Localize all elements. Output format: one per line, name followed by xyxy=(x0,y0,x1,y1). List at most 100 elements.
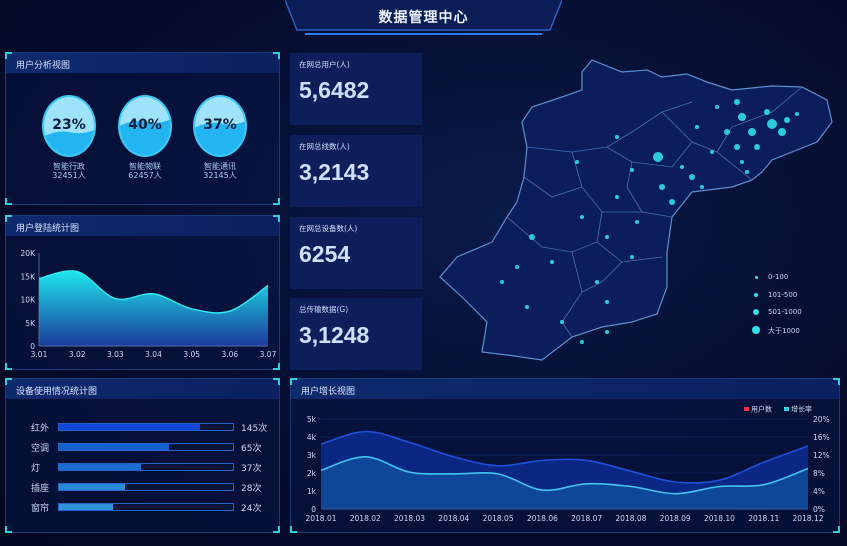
user-growth-chart: 0 0% 1k 4% 2k 8% 3k 12% 4k 16% 5k 20% 用户数 增长率 2018.01 2… xyxy=(305,405,830,524)
map-data-point[interactable] xyxy=(605,300,609,304)
stat-card: 在网总用户(人) 5,6482 xyxy=(290,53,422,125)
map-data-point[interactable] xyxy=(734,99,740,105)
map-legend: 0-100 101-500 501-1000 大于1000 xyxy=(752,273,802,343)
map-data-point[interactable] xyxy=(635,220,639,224)
user-count: 32451人 xyxy=(52,171,86,180)
usage-count: 28次 xyxy=(241,484,262,494)
stat-value: 5,6482 xyxy=(299,77,370,103)
map-data-point[interactable] xyxy=(734,144,740,150)
map-data-point[interactable] xyxy=(550,260,554,264)
dot-size-icon xyxy=(754,275,758,279)
legend-label[interactable]: 用户数 xyxy=(751,405,772,414)
legend-label: 大于1000 xyxy=(768,326,800,335)
map-data-point[interactable] xyxy=(575,160,579,164)
map-data-point[interactable] xyxy=(630,255,634,259)
x-tick-label: 3.06 xyxy=(221,350,238,359)
map-data-point[interactable] xyxy=(653,152,663,162)
region-border xyxy=(626,161,673,218)
legend-swatch xyxy=(744,407,749,411)
map-data-point[interactable] xyxy=(669,199,675,205)
map-data-point[interactable] xyxy=(724,129,730,135)
map-data-point[interactable] xyxy=(715,105,719,109)
map-data-point[interactable] xyxy=(595,280,599,284)
map-data-point[interactable] xyxy=(560,320,564,324)
region-border xyxy=(581,261,623,293)
region-border xyxy=(526,146,633,163)
login-area-chart: 0 5K 10K 15K 20K 3.01 3.02 3.03 3.04 3.05 3.06 3.07 xyxy=(21,249,277,359)
y-left-tick-label: 3k xyxy=(307,451,317,460)
legend-swatch xyxy=(784,407,789,411)
map-data-point[interactable] xyxy=(529,234,535,240)
y-left-tick-label: 0 xyxy=(311,505,316,514)
region-border xyxy=(661,111,753,181)
map-data-point[interactable] xyxy=(795,112,799,116)
dot-size-icon xyxy=(754,292,758,297)
map-data-point[interactable] xyxy=(615,195,619,199)
login-area xyxy=(39,270,268,346)
map-data-point[interactable] xyxy=(778,128,786,136)
map-data-point[interactable] xyxy=(580,215,584,219)
map-data-point[interactable] xyxy=(710,150,714,154)
region-map xyxy=(439,59,833,361)
bar-track xyxy=(58,503,234,511)
map-data-point[interactable] xyxy=(767,119,777,129)
map-data-point[interactable] xyxy=(630,168,634,172)
map-data-point[interactable] xyxy=(515,265,519,269)
user-analysis-panel: 用户分析视图 23% 智能行政 32451人 40% 智能物联 62457人 37% 智能通讯… xyxy=(5,52,280,205)
map-data-point[interactable] xyxy=(740,160,744,164)
x-tick-label: 2018.09 xyxy=(660,514,691,523)
stat-card: 总传输数据(G) 3,1248 xyxy=(290,298,422,370)
device-bar-row: 灯 37次 xyxy=(31,461,271,474)
device-bar-row: 空调 65次 xyxy=(31,441,271,454)
map-data-point[interactable] xyxy=(659,184,665,190)
x-tick-label: 2018.04 xyxy=(438,514,469,523)
y-tick-label: 15K xyxy=(21,272,37,281)
map-data-point[interactable] xyxy=(784,117,790,123)
series-area xyxy=(321,456,808,509)
map-data-point[interactable] xyxy=(680,165,684,169)
map-data-point[interactable] xyxy=(525,305,529,309)
x-tick-label: 2018.02 xyxy=(350,514,381,523)
map-data-point[interactable] xyxy=(500,280,504,284)
y-left-tick-label: 5k xyxy=(307,415,317,424)
device-name: 窗帘 xyxy=(31,504,50,514)
map-data-point[interactable] xyxy=(605,330,609,334)
y-tick-label: 0 xyxy=(30,342,35,351)
legend-label[interactable]: 增长率 xyxy=(791,405,812,414)
device-bar-row: 红外 145次 xyxy=(31,421,271,434)
y-tick-label: 5K xyxy=(25,319,36,328)
device-name: 空调 xyxy=(31,444,50,454)
bar-fill xyxy=(59,504,113,510)
map-data-point[interactable] xyxy=(748,128,756,136)
bar-track xyxy=(58,443,234,451)
map-data-point[interactable] xyxy=(689,174,695,180)
bar-fill xyxy=(59,464,141,470)
map-data-point[interactable] xyxy=(764,109,770,115)
x-tick-label: 2018.01 xyxy=(305,514,336,523)
device-name: 红外 xyxy=(31,424,50,434)
map-data-point[interactable] xyxy=(745,170,749,174)
map-data-point[interactable] xyxy=(754,144,760,150)
x-tick-label: 2018.06 xyxy=(527,514,558,523)
x-tick-label: 3.01 xyxy=(31,350,48,359)
map-data-point[interactable] xyxy=(605,235,609,239)
stat-card: 在网总设备数(人) 6254 xyxy=(290,217,422,289)
y-right-tick-label: 12% xyxy=(813,451,830,460)
device-name: 插座 xyxy=(31,484,50,494)
map-data-point[interactable] xyxy=(700,185,704,189)
category-name: 智能物联 xyxy=(129,162,161,171)
series-line xyxy=(320,430,809,484)
stat-card: 在网总线数(人) 3,2143 xyxy=(290,135,422,207)
stat-value: 6254 xyxy=(299,241,351,267)
legend-item: 501-1000 xyxy=(752,308,802,326)
map-data-point[interactable] xyxy=(738,113,746,121)
y-right-tick-label: 8% xyxy=(813,469,825,478)
percentage-gauge: 40% xyxy=(118,95,172,157)
usage-count: 65次 xyxy=(241,444,262,454)
y-tick-label: 20K xyxy=(21,249,37,258)
stat-value: 3,2143 xyxy=(299,159,370,185)
series-line xyxy=(320,455,809,495)
map-data-point[interactable] xyxy=(580,340,584,344)
map-data-point[interactable] xyxy=(615,135,619,139)
map-data-point[interactable] xyxy=(695,125,699,129)
